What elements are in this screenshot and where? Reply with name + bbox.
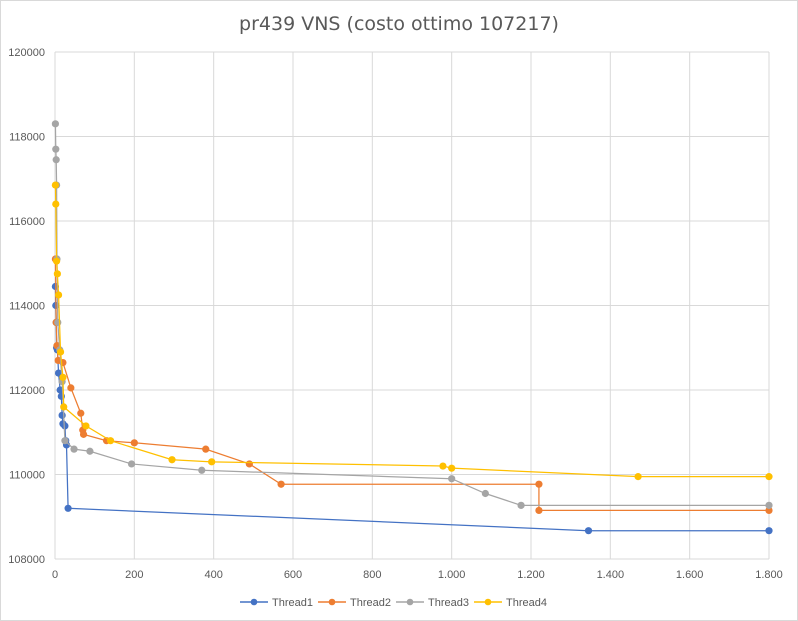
y-tick-label: 120000 <box>8 47 45 59</box>
data-point <box>448 464 456 472</box>
data-point <box>51 181 59 189</box>
legend-label: Thread3 <box>428 597 469 609</box>
data-point <box>60 403 68 411</box>
y-tick-label: 108000 <box>8 554 45 566</box>
x-tick-label: 1.000 <box>438 569 466 581</box>
data-point <box>127 460 136 468</box>
legend-marker <box>250 598 258 606</box>
data-point <box>517 501 525 509</box>
data-point <box>448 475 456 483</box>
data-point <box>765 473 773 481</box>
x-tick-label: 400 <box>204 569 222 581</box>
x-tick-label: 1.400 <box>597 569 625 581</box>
data-point <box>439 462 447 470</box>
gridlines <box>54 51 770 560</box>
data-point <box>64 504 72 512</box>
data-point <box>58 411 66 419</box>
data-point <box>54 318 62 326</box>
legend-entry: Thread4 <box>474 597 547 609</box>
data-point <box>481 489 489 498</box>
data-point <box>67 384 75 392</box>
data-point <box>59 373 67 381</box>
data-point <box>535 506 543 515</box>
x-tick-label: 0 <box>52 569 58 581</box>
series <box>51 120 773 535</box>
series-line <box>54 185 769 478</box>
x-tick-label: 600 <box>284 569 302 581</box>
data-point <box>61 437 69 445</box>
data-point <box>168 456 176 464</box>
data-point <box>56 348 65 356</box>
data-point <box>765 527 773 535</box>
x-tick-label: 1.600 <box>676 569 704 581</box>
series-thread3 <box>51 120 773 509</box>
axes: 108000 110000 112000 114000 116000 118000 1200… <box>8 47 782 581</box>
data-point <box>634 473 642 481</box>
legend-entry: Thread1 <box>240 597 313 609</box>
data-point <box>82 422 90 430</box>
data-point <box>51 120 59 128</box>
y-tick-label: 114000 <box>9 301 45 313</box>
legend-marker <box>328 598 336 606</box>
legend-entry: Thread2 <box>318 597 391 609</box>
data-point <box>79 430 88 438</box>
y-tick-label: 118000 <box>9 132 45 144</box>
data-point <box>52 200 60 208</box>
x-tick-label: 1.200 <box>517 569 545 581</box>
data-point <box>765 506 773 515</box>
legend-label: Thread4 <box>506 597 547 609</box>
data-point <box>198 466 206 474</box>
data-point <box>535 480 543 488</box>
data-point <box>106 437 115 445</box>
data-point <box>202 445 210 453</box>
data-point <box>86 447 94 455</box>
data-point <box>53 270 61 278</box>
data-point <box>277 480 285 488</box>
data-point <box>77 409 85 417</box>
y-tick-label: 110000 <box>9 470 45 482</box>
legend: Thread1 Thread2 Thread3 Thread4 <box>240 597 547 609</box>
legend-label: Thread1 <box>272 597 313 609</box>
y-tick-label: 112000 <box>9 385 45 397</box>
legend-marker <box>406 598 414 606</box>
data-point <box>54 291 63 299</box>
data-point <box>70 445 78 453</box>
series-thread4 <box>51 181 773 481</box>
y-tick-label: 116000 <box>9 216 45 228</box>
data-point <box>130 439 138 447</box>
legend-label: Thread2 <box>350 597 391 609</box>
data-point <box>765 501 773 509</box>
data-point <box>52 257 61 265</box>
chart-title: pr439 VNS (costo ottimo 107217) <box>239 13 559 35</box>
data-point <box>245 460 253 468</box>
x-tick-label: 1.800 <box>755 569 783 581</box>
legend-entry: Thread3 <box>396 597 469 609</box>
data-point <box>61 422 69 430</box>
data-point <box>52 156 60 164</box>
x-tick-label: 800 <box>363 569 381 581</box>
data-point <box>52 145 60 153</box>
x-tick-label: 200 <box>125 569 143 581</box>
data-point <box>584 527 593 535</box>
legend-marker <box>484 598 492 606</box>
data-point <box>208 458 216 466</box>
